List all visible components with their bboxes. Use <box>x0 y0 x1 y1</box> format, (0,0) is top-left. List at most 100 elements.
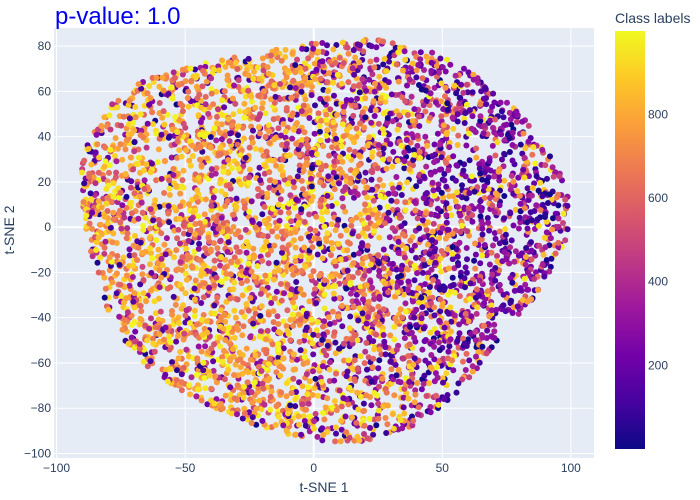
scatter-point <box>416 123 423 129</box>
scatter-point <box>260 232 267 239</box>
scatter-point <box>237 364 244 371</box>
scatter-point <box>356 59 363 66</box>
scatter-points <box>78 36 571 445</box>
scatter-point <box>130 262 136 269</box>
scatter-point <box>497 99 504 106</box>
scatter-point <box>294 56 300 63</box>
scatter-point <box>466 357 473 364</box>
scatter-point <box>336 387 343 394</box>
scatter-point <box>182 263 189 270</box>
scatter-point <box>449 274 456 281</box>
scatter-point <box>445 310 452 317</box>
scatter-point <box>342 184 349 191</box>
scatter-point <box>537 207 544 214</box>
scatter-point <box>355 317 362 324</box>
scatter-point <box>245 179 252 186</box>
scatter-point <box>419 269 426 276</box>
scatter-point <box>349 65 356 72</box>
scatter-point <box>542 244 549 251</box>
scatter-point <box>528 239 534 246</box>
scatter-point <box>442 68 449 75</box>
scatter-point <box>94 259 101 266</box>
scatter-point <box>95 269 102 276</box>
scatter-point <box>170 172 177 178</box>
scatter-point <box>280 203 287 210</box>
scatter-point <box>218 215 225 221</box>
scatter-point <box>316 272 323 279</box>
scatter-point <box>351 376 358 383</box>
scatter-point <box>110 180 117 187</box>
scatter-point <box>477 260 484 267</box>
scatter-point <box>370 197 377 204</box>
scatter-point <box>414 215 421 222</box>
scatter-point <box>270 276 277 283</box>
scatter-point <box>527 209 534 216</box>
scatter-point <box>293 389 300 395</box>
scatter-point <box>208 202 215 209</box>
scatter-point <box>455 335 462 342</box>
scatter-point <box>231 254 238 261</box>
scatter-point <box>516 192 523 199</box>
scatter-point <box>359 76 366 83</box>
scatter-point <box>524 225 531 232</box>
scatter-point <box>376 204 383 211</box>
scatter-point <box>366 415 373 422</box>
scatter-point <box>351 332 358 339</box>
scatter-point <box>389 225 396 232</box>
scatter-point <box>449 357 456 364</box>
scatter-point <box>522 281 529 288</box>
scatter-point <box>275 201 282 208</box>
scatter-point <box>291 184 298 191</box>
scatter-point <box>443 212 450 219</box>
scatter-point <box>450 367 457 374</box>
scatter-point <box>486 227 493 234</box>
scatter-point <box>544 175 550 182</box>
scatter-point <box>202 245 208 252</box>
scatter-point <box>159 262 166 269</box>
scatter-point <box>162 324 169 331</box>
scatter-point <box>235 123 242 130</box>
scatter-point <box>161 121 168 128</box>
scatter-point <box>343 227 350 234</box>
scatter-point <box>369 256 376 263</box>
scatter-point <box>227 391 234 398</box>
scatter-point <box>160 87 167 94</box>
scatter-point <box>438 268 445 275</box>
scatter-point <box>526 173 532 180</box>
scatter-point <box>386 270 393 277</box>
scatter-point <box>266 169 273 176</box>
scatter-point <box>81 180 88 187</box>
scatter-point <box>360 296 366 303</box>
scatter-point <box>306 378 313 385</box>
scatter-point <box>252 352 259 359</box>
scatter-point <box>443 160 450 166</box>
scatter-point <box>310 331 317 338</box>
scatter-point <box>198 300 205 306</box>
scatter-point <box>255 193 262 199</box>
scatter-point <box>410 147 417 154</box>
scatter-point <box>298 267 305 274</box>
scatter-point <box>300 167 307 174</box>
scatter-point <box>132 232 138 239</box>
scatter-point <box>299 136 306 143</box>
scatter-point <box>500 291 507 298</box>
scatter-point <box>204 329 211 336</box>
scatter-point <box>257 177 264 184</box>
scatter-point <box>331 377 338 384</box>
scatter-point <box>539 261 546 268</box>
scatter-point <box>111 152 118 159</box>
scatter-point <box>295 128 302 135</box>
scatter-point <box>280 121 287 127</box>
scatter-point <box>90 174 97 181</box>
scatter-point <box>562 237 569 244</box>
scatter-point <box>172 114 179 120</box>
scatter-point <box>179 108 186 115</box>
scatter-point <box>153 177 160 184</box>
scatter-point <box>306 211 313 218</box>
scatter-point <box>128 334 135 341</box>
scatter-point <box>448 212 455 219</box>
scatter-point <box>194 198 201 205</box>
scatter-point <box>234 66 241 72</box>
scatter-point <box>484 215 491 221</box>
scatter-point <box>285 242 292 249</box>
